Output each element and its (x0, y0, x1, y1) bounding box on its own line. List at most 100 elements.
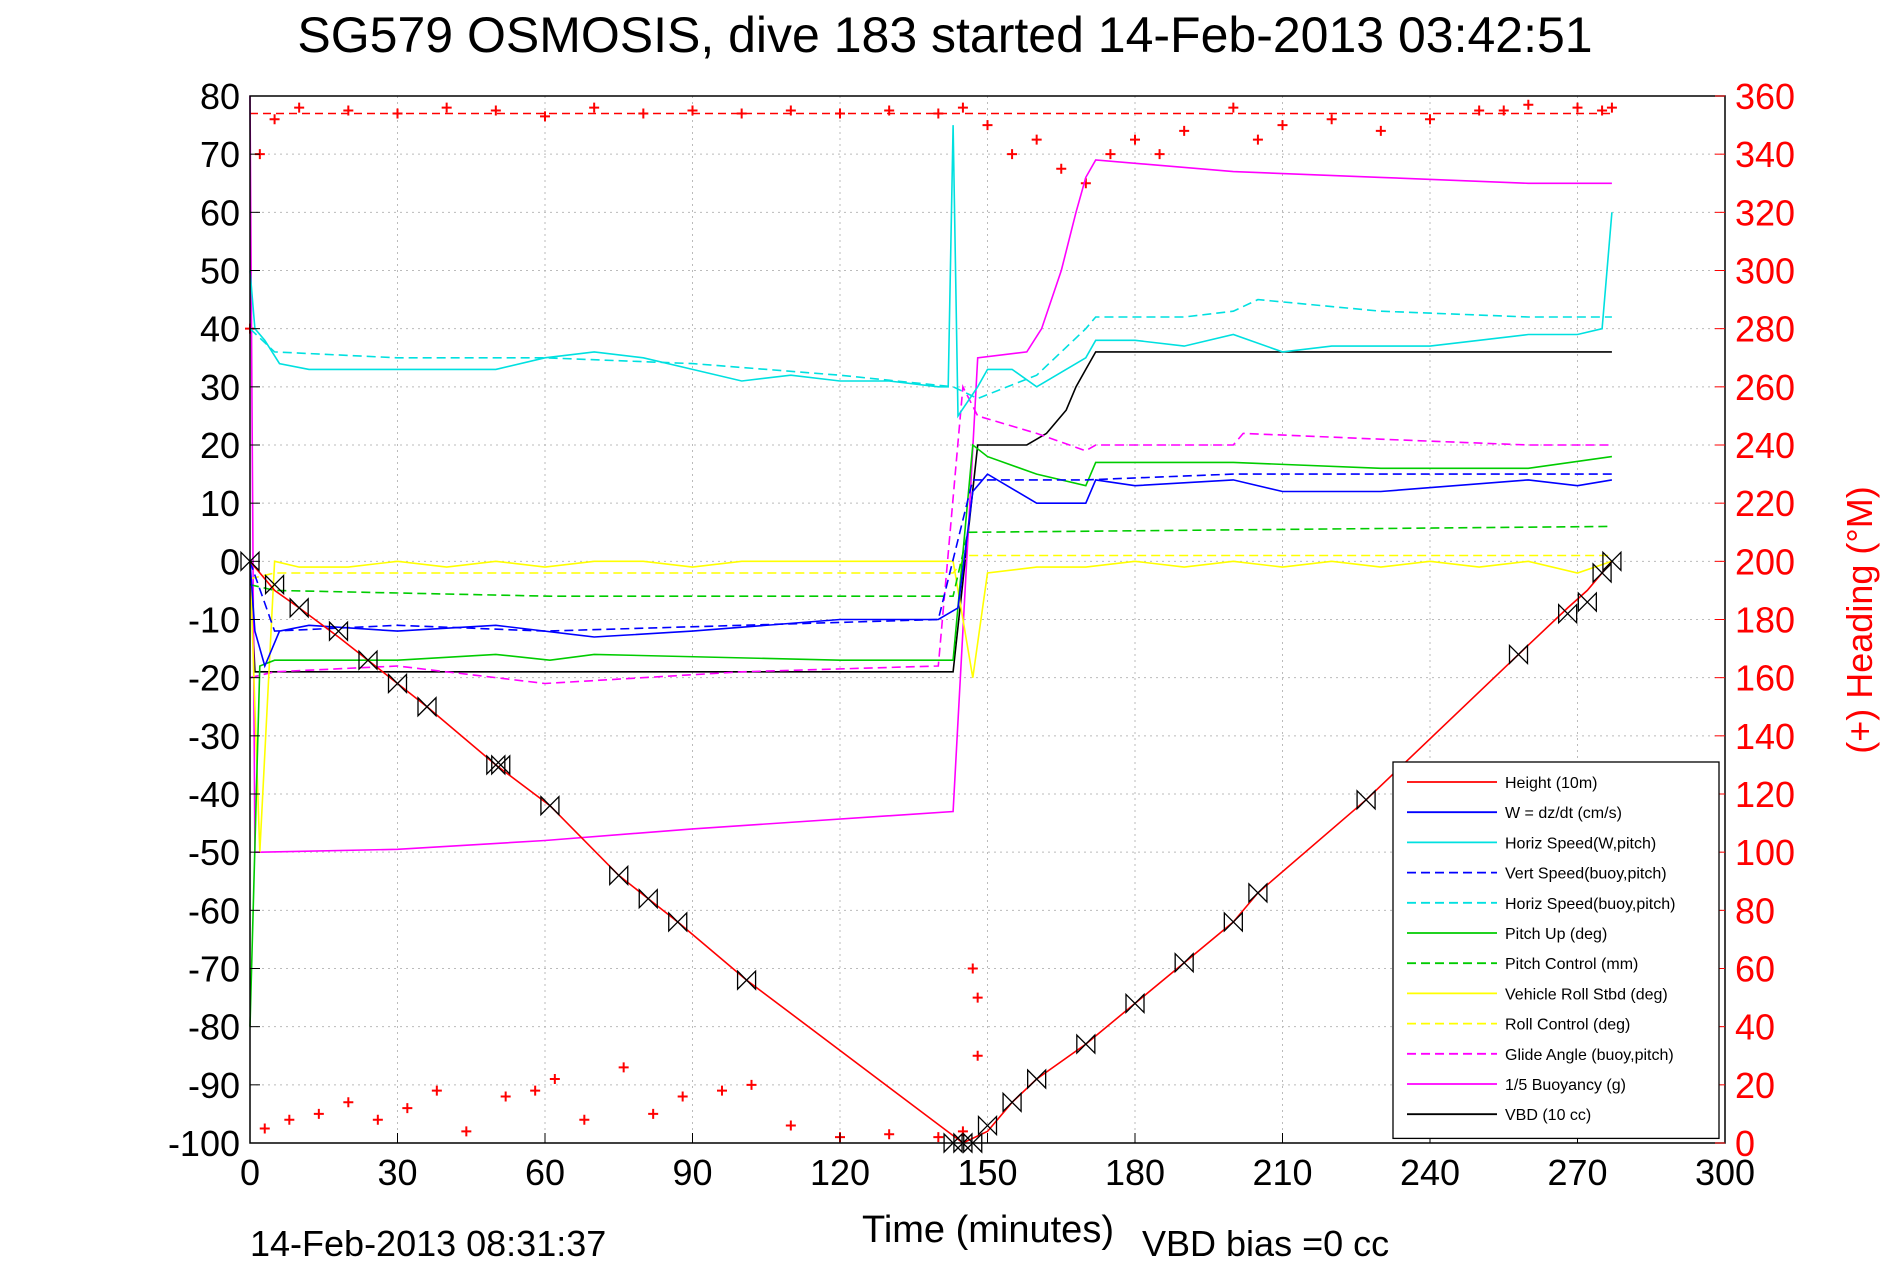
y-tick-label: -50 (188, 832, 240, 873)
y2-tick-label: 120 (1735, 774, 1795, 815)
legend-label: Pitch Control (mm) (1505, 956, 1638, 973)
bowtie-marker (1248, 882, 1268, 904)
series-line (249, 383, 1612, 685)
bowtie-marker (289, 597, 309, 619)
series-line (249, 554, 1612, 580)
y2-tick-label: 100 (1735, 832, 1795, 873)
bowtie-marker (417, 696, 437, 718)
y-tick-label: -60 (188, 890, 240, 931)
legend-label: Roll Control (deg) (1505, 1017, 1630, 1034)
x-tick-label: 180 (1105, 1152, 1165, 1193)
legend-label: Pitch Up (deg) (1505, 926, 1607, 943)
bowtie-marker (1076, 1033, 1096, 1055)
heading-point (1105, 149, 1116, 160)
bowtie-marker (240, 550, 260, 572)
y2-tick-label: 20 (1735, 1065, 1775, 1106)
legend-label: W = dz/dt (cm/s) (1505, 805, 1622, 822)
heading-point (284, 1114, 295, 1125)
series-line (249, 351, 1612, 673)
legend-label: 1/5 Buoyancy (g) (1505, 1077, 1626, 1094)
heading-point (500, 1091, 511, 1102)
y-tick-label: 50 (200, 251, 240, 292)
bowtie-marker (1558, 603, 1578, 625)
bowtie-marker (1002, 1091, 1022, 1113)
legend-label: Glide Angle (buoy,pitch) (1505, 1047, 1674, 1064)
footer-vbd-bias: VBD bias =0 cc (1142, 1223, 1389, 1262)
heading-point (1277, 120, 1288, 131)
legend-label: Height (10m) (1505, 775, 1597, 792)
heading-point (1498, 105, 1509, 116)
bowtie-marker (264, 574, 285, 596)
heading-point (269, 114, 280, 125)
y2-tick-label: 60 (1735, 949, 1775, 990)
bowtie-marker (943, 1132, 963, 1154)
bowtie-marker (609, 864, 629, 887)
y2-tick-label: 40 (1735, 1007, 1775, 1048)
y-tick-label: 30 (200, 367, 240, 408)
y-tick-label: 40 (200, 309, 240, 350)
series-line (249, 473, 1613, 669)
heading-point (884, 1129, 895, 1140)
heading-point (1154, 149, 1165, 160)
heading-point (687, 105, 698, 116)
heading-point (589, 102, 600, 113)
heading-point (1228, 102, 1239, 113)
bowtie-marker (540, 795, 560, 817)
y-tick-label: 70 (200, 134, 240, 175)
y-tick-label: -30 (188, 716, 240, 757)
heading-point (982, 120, 993, 131)
heading-point (1056, 163, 1067, 174)
legend-label: VBD (10 cc) (1505, 1107, 1591, 1124)
x-tick-label: 60 (525, 1152, 565, 1193)
heading-point (1606, 102, 1617, 113)
bowtie-marker (736, 969, 757, 991)
y-axis: -100-90-80-70-60-50-40-30-20-10010203040… (168, 76, 260, 1164)
legend: Height (10m) W = dz/dt (cm/s) Horiz Speed(… (1392, 761, 1720, 1140)
x-tick-label: 30 (377, 1152, 417, 1193)
y2-tick-label: 80 (1735, 890, 1775, 931)
heading-point (259, 1123, 270, 1134)
heading-point (677, 1091, 688, 1102)
y2-tick-label: 180 (1735, 600, 1795, 641)
footer-timestamp: 14-Feb-2013 08:31:37 (250, 1223, 606, 1262)
heading-point (1007, 149, 1018, 160)
y2-tick-label: 160 (1735, 658, 1795, 699)
y2-tick-label: 0 (1735, 1123, 1755, 1164)
series-line (249, 473, 1612, 632)
heading-point (402, 1103, 413, 1114)
heading-point (933, 1132, 944, 1143)
chart-title: SG579 OSMOSIS, dive 183 started 14-Feb-2… (297, 7, 1592, 63)
heading-point (785, 1120, 796, 1131)
heading-point (648, 1108, 659, 1119)
heading-point (1572, 102, 1583, 113)
heading-point (835, 108, 845, 119)
bowtie-marker (668, 911, 688, 933)
heading-point (461, 1126, 472, 1137)
y2-tick-label: 300 (1735, 251, 1795, 292)
heading-point (746, 1079, 757, 1090)
bowtie-marker (1577, 591, 1597, 613)
series-line (249, 443, 1613, 1027)
y2-tick-label: 240 (1735, 425, 1795, 466)
bowtie-marker (358, 649, 378, 671)
y-tick-label: -40 (188, 774, 240, 815)
heading-point (1130, 134, 1140, 145)
x-tick-label: 300 (1695, 1152, 1755, 1193)
bowtie-marker (963, 1132, 983, 1154)
y-tick-label: -90 (188, 1065, 240, 1106)
x-tick-label: 210 (1252, 1152, 1312, 1193)
heading-point (1326, 114, 1337, 125)
y2-tick-label: 200 (1735, 541, 1795, 582)
heading-point (343, 1097, 354, 1108)
y-tick-label: -10 (188, 600, 240, 641)
heading-point (957, 102, 968, 113)
x-tick-label: 240 (1400, 1152, 1460, 1193)
heading-point (785, 105, 796, 116)
y-tick-label: -100 (168, 1123, 240, 1164)
heading-point (1523, 99, 1534, 110)
legend-label: Horiz Speed(buoy,pitch) (1505, 896, 1675, 913)
x-axis: 0 30 60 90 120 150 180 210 240 270 300 (240, 1133, 1755, 1193)
y-tick-label: 80 (200, 76, 240, 117)
heading-point (1252, 134, 1263, 145)
